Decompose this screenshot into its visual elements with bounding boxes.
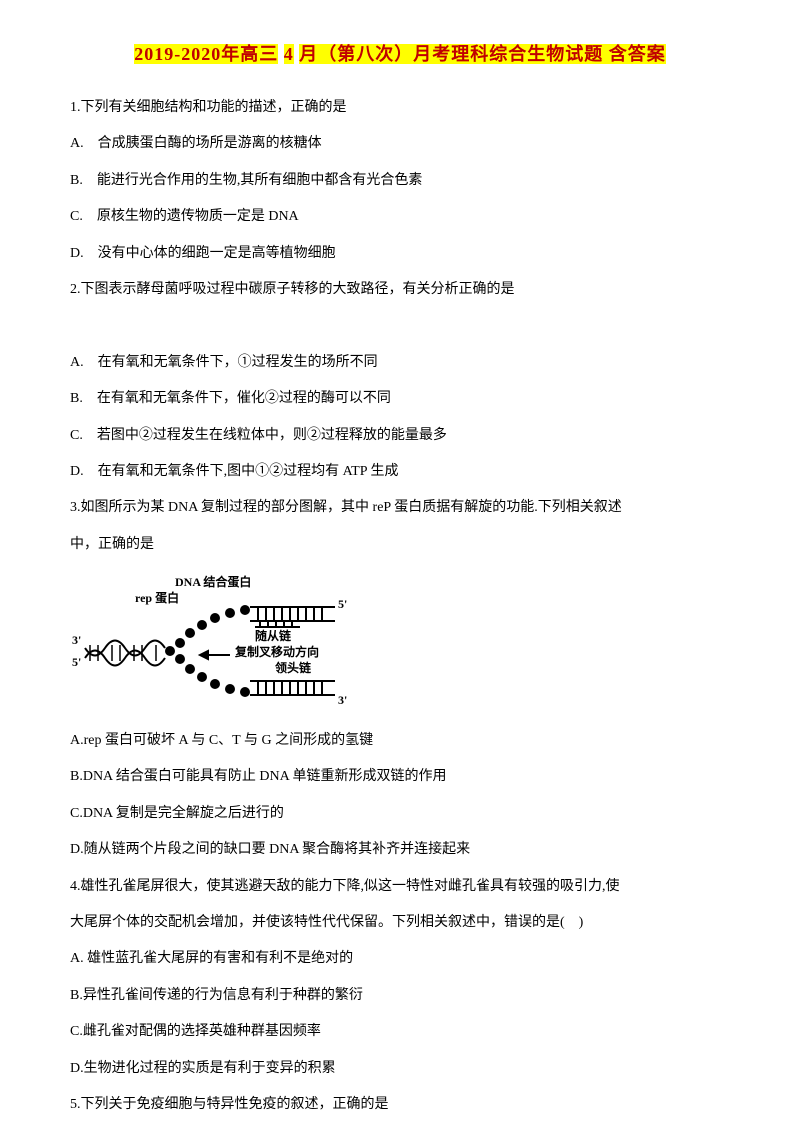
title-year: 2019-2020	[134, 44, 221, 64]
diagram-label-direction: 复制叉移动方向	[235, 645, 319, 659]
q1-stem: 1.下列有关细胞结构和功能的描述，正确的是	[70, 90, 730, 126]
q4-option-b: B.异性孔雀间传递的行为信息有利于种群的繁衍	[70, 978, 730, 1014]
q4-option-c: C.雌孔雀对配偶的选择英雄种群基因频率	[70, 1014, 730, 1050]
q4-option-a: A. 雄性蓝孔雀大尾屏的有害和有利不是绝对的	[70, 941, 730, 977]
q2-option-a: A. 在有氧和无氧条件下，①过程发生的场所不同	[70, 345, 730, 381]
diagram-label-rep: rep 蛋白	[135, 591, 179, 605]
q4-stem-line1: 4.雄性孔雀尾屏很大，使其逃避天敌的能力下降,似这一特性对雌孔雀具有较强的吸引力…	[70, 869, 730, 905]
q4-option-d: D.生物进化过程的实质是有利于变异的积累	[70, 1051, 730, 1087]
diagram-label-leader: 领头链	[275, 661, 311, 675]
q2-blank	[70, 308, 730, 344]
title-grade: 年高三	[221, 44, 278, 64]
q3-option-c: C.DNA 复制是完全解旋之后进行的	[70, 796, 730, 832]
q2-option-b: B. 在有氧和无氧条件下，催化②过程的酶可以不同	[70, 381, 730, 417]
title-session: 月（第八次）月考理科综合生物试题 含答案	[299, 44, 666, 64]
q3-stem-line2: 中，正确的是	[70, 527, 730, 563]
q1-option-a: A. 合成胰蛋白酶的场所是游离的核糖体	[70, 126, 730, 162]
q5-stem: 5.下列关于免疫细胞与特异性免疫的叙述，正确的是	[70, 1087, 730, 1123]
diagram-label-5prime-left: 5'	[72, 655, 81, 669]
q3-option-b: B.DNA 结合蛋白可能具有防止 DNA 单链重新形成双链的作用	[70, 759, 730, 795]
diagram-label-follow: 随从链	[255, 629, 291, 643]
q3-option-d: D.随从链两个片段之间的缺口要 DNA 聚合酶将其补齐并连接起来	[70, 832, 730, 868]
diagram-label-dna-binding: DNA 结合蛋白	[175, 575, 251, 589]
dna-diagram-svg	[80, 573, 360, 713]
q3-stem-line1: 3.如图所示为某 DNA 复制过程的部分图解，其中 reP 蛋白质据有解旋的功能…	[70, 490, 730, 526]
title-month: 4	[284, 44, 294, 64]
q2-option-c: C. 若图中②过程发生在线粒体中，则②过程释放的能量最多	[70, 418, 730, 454]
diagram-label-3prime-bottom: 3'	[338, 693, 347, 707]
q1-option-c: C. 原核生物的遗传物质一定是 DNA	[70, 199, 730, 235]
q4-stem-line2: 大尾屏个体的交配机会增加，并使该特性代代保留。下列相关叙述中，错误的是( )	[70, 905, 730, 941]
document-content: 1.下列有关细胞结构和功能的描述，正确的是 A. 合成胰蛋白酶的场所是游离的核糖…	[70, 90, 730, 1123]
q2-stem: 2.下图表示酵母菌呼吸过程中碳原子转移的大致路径，有关分析正确的是	[70, 272, 730, 308]
q2-option-d: D. 在有氧和无氧条件下,图中①②过程均有 ATP 生成	[70, 454, 730, 490]
diagram-label-3prime-left: 3'	[72, 633, 81, 647]
q1-option-d: D. 没有中心体的细跑一定是高等植物细胞	[70, 236, 730, 272]
q1-option-b: B. 能进行光合作用的生物,其所有细胞中都含有光合色素	[70, 163, 730, 199]
dna-diagram: DNA 结合蛋白 rep 蛋白 5' 3' 5' 随从链 复制叉移动方向 领头链…	[80, 573, 360, 713]
title-spacer	[278, 44, 284, 64]
q3-option-a: A.rep 蛋白可破坏 A 与 C、T 与 G 之间形成的氢键	[70, 723, 730, 759]
diagram-label-5prime-top: 5'	[338, 597, 347, 611]
page-title: 2019-2020年高三 4 月（第八次）月考理科综合生物试题 含答案	[70, 40, 730, 66]
